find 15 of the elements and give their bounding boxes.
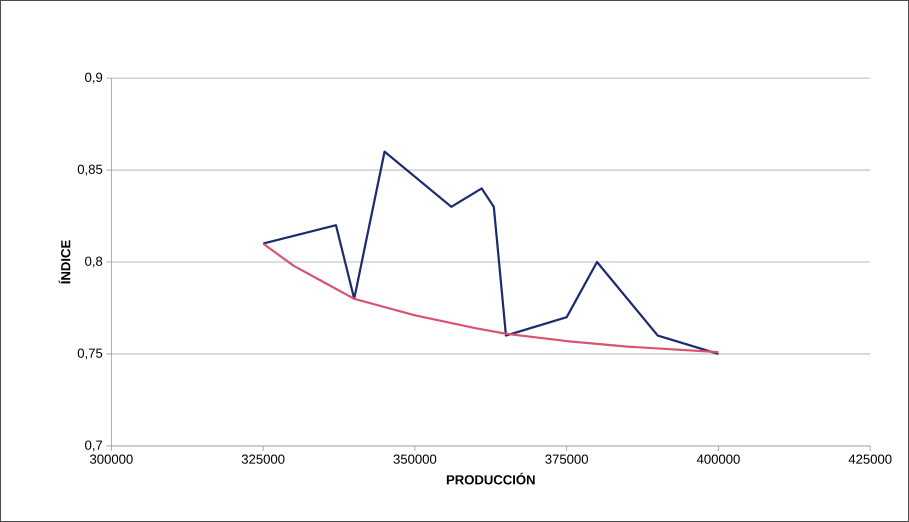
x-axis-title: PRODUCCIÓN bbox=[446, 472, 535, 484]
x-tick-label: 325000 bbox=[242, 454, 284, 464]
y-tick-label: 0,75 bbox=[78, 348, 102, 360]
x-tick-label: 425000 bbox=[848, 454, 892, 464]
x-tick-label: 400000 bbox=[696, 454, 740, 464]
y-tick-label: 0,9 bbox=[85, 72, 102, 84]
y-tick-label: 0,7 bbox=[85, 440, 102, 452]
x-tick-label: 375000 bbox=[545, 454, 588, 464]
line-series bbox=[262, 242, 720, 354]
y-tick-label: 0,85 bbox=[78, 164, 102, 176]
y-axis-title: ÍNDICE bbox=[58, 240, 70, 284]
line-series bbox=[262, 150, 720, 356]
x-tick-label: 350000 bbox=[394, 454, 436, 464]
x-tick-label: 300000 bbox=[90, 454, 133, 464]
y-tick-label: 0,8 bbox=[85, 256, 102, 268]
